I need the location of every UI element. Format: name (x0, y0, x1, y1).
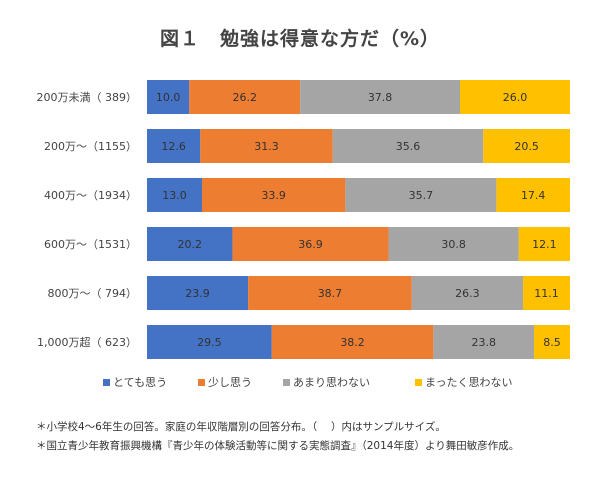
data-label: 33.9 (261, 189, 286, 202)
bar-segment (411, 276, 524, 310)
legend-swatch (198, 379, 205, 386)
bar-segment (523, 276, 570, 310)
bar-segment (388, 227, 519, 261)
data-label: 13.0 (162, 189, 187, 202)
data-label: 20.2 (177, 238, 202, 251)
data-label: 35.7 (409, 189, 434, 202)
bar-segment (189, 80, 301, 114)
data-label: 26.0 (503, 91, 528, 104)
chart-title: 図１ 勉強は得意な方だ（%） (159, 28, 441, 50)
bar-segment (534, 325, 570, 359)
data-label: 30.8 (441, 238, 466, 251)
bar-segment (147, 325, 272, 359)
bar-segment (147, 178, 202, 212)
bar-segment (518, 227, 570, 261)
legend-label: あまり思わない (293, 376, 370, 389)
data-label: 29.5 (197, 336, 222, 349)
bar-segment (332, 129, 484, 163)
legend-label: とても思う (113, 376, 167, 389)
data-label: 23.8 (471, 336, 496, 349)
category-label: 800万～（ 794） (48, 287, 138, 300)
category-label: 400万～（1934） (44, 189, 137, 202)
bar-segment (147, 276, 249, 310)
data-label: 36.9 (298, 238, 323, 251)
footnote: ＊小学校4～6年生の回答。家庭の年収階層別の回答分布。（ ）内はサンプルサイズ。 (36, 421, 446, 433)
bar-segment (496, 178, 570, 212)
bar-segment (147, 129, 201, 163)
data-label: 26.3 (455, 287, 480, 300)
bar-segment (232, 227, 389, 261)
footnote: ＊国立青少年教育振興機構『青少年の体験活動等に関する実態調査』（2014年度）よ… (36, 440, 520, 452)
bar-segment (147, 227, 233, 261)
bar-segment (483, 129, 570, 163)
category-label: 200万未満（ 389） (37, 91, 138, 104)
bar-segment (201, 178, 346, 212)
bar-segment (345, 178, 497, 212)
footnotes: ＊小学校4～6年生の回答。家庭の年収階層別の回答分布。（ ）内はサンプルサイズ。… (36, 418, 519, 456)
bar-segment (200, 129, 333, 163)
data-label: 37.8 (368, 91, 393, 104)
data-label: 12.1 (532, 238, 557, 251)
legend-label: まったく思わない (425, 376, 513, 389)
category-label: 200万～（1155） (44, 140, 137, 153)
data-label: 20.5 (514, 140, 539, 153)
legend-swatch (415, 379, 422, 386)
bar-segment (248, 276, 412, 310)
bar-segment (271, 325, 434, 359)
bar-segment (433, 325, 535, 359)
data-label: 17.4 (521, 189, 546, 202)
legend-label: 少し思う (208, 376, 252, 389)
category-label: 1,000万超（ 623） (37, 335, 137, 349)
legend-swatch (103, 379, 110, 386)
data-label: 38.2 (340, 336, 365, 349)
bar-segment (147, 80, 190, 114)
data-label: 31.3 (254, 140, 279, 153)
data-label: 10.0 (156, 91, 181, 104)
data-label: 26.2 (232, 91, 257, 104)
legend-swatch (283, 379, 290, 386)
data-label: 23.9 (185, 287, 210, 300)
data-label: 11.1 (534, 287, 559, 300)
data-label: 8.5 (543, 336, 561, 349)
data-label: 38.7 (318, 287, 343, 300)
bar-segment (300, 80, 461, 114)
data-label: 12.6 (161, 140, 186, 153)
data-label: 35.6 (396, 140, 421, 153)
bar-segment (460, 80, 570, 114)
category-label: 600万～（1531） (44, 238, 137, 251)
